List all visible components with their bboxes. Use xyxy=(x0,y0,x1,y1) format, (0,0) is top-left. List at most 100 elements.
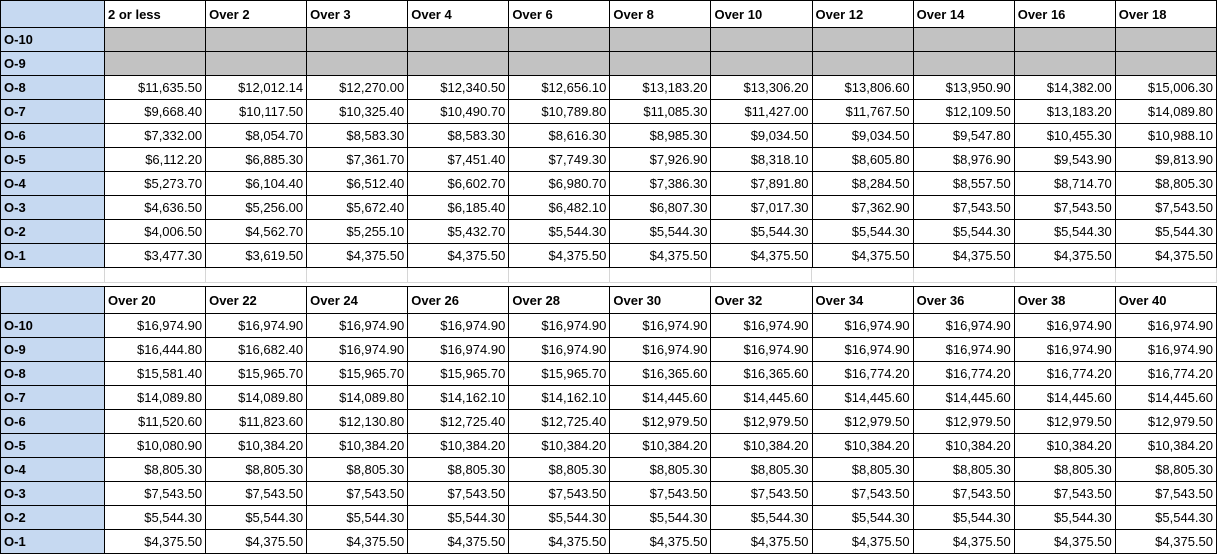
pay-cell[interactable]: $10,988.10 xyxy=(1114,123,1217,148)
spacer-cell[interactable] xyxy=(609,268,712,283)
pay-cell[interactable]: $8,805.30 xyxy=(710,457,813,482)
row-label-o-2[interactable]: O-2 xyxy=(0,219,105,244)
pay-cell[interactable]: $15,581.40 xyxy=(103,361,207,386)
pay-cell[interactable]: $6,885.30 xyxy=(205,147,308,172)
pay-cell[interactable]: $10,384.20 xyxy=(508,433,611,458)
pay-cell[interactable]: $7,543.50 xyxy=(103,481,207,506)
pay-cell[interactable]: $7,543.50 xyxy=(1114,481,1217,506)
pay-cell[interactable]: $7,362.90 xyxy=(811,195,914,220)
pay-cell[interactable]: $16,974.90 xyxy=(1114,313,1217,338)
pay-cell[interactable]: $7,543.50 xyxy=(1114,195,1217,220)
pay-cell[interactable]: $8,805.30 xyxy=(103,457,207,482)
pay-cell[interactable]: $4,375.50 xyxy=(508,529,611,554)
pay-cell[interactable]: $14,445.60 xyxy=(609,385,712,410)
pay-cell[interactable]: $4,375.50 xyxy=(1114,529,1217,554)
column-header[interactable]: Over 3 xyxy=(306,0,409,28)
pay-cell[interactable]: $8,583.30 xyxy=(306,123,409,148)
pay-cell[interactable]: $10,384.20 xyxy=(205,433,308,458)
pay-cell[interactable]: $14,445.60 xyxy=(1114,385,1217,410)
pay-cell[interactable]: $5,544.30 xyxy=(710,505,813,530)
pay-cell[interactable]: $6,602.70 xyxy=(407,171,510,196)
pay-cell[interactable]: $10,384.20 xyxy=(306,433,409,458)
pay-cell[interactable]: $4,375.50 xyxy=(306,529,409,554)
spacer-cell[interactable] xyxy=(1115,268,1217,283)
column-header[interactable]: 2 or less xyxy=(103,0,207,28)
empty-cell[interactable] xyxy=(811,51,914,76)
pay-cell[interactable]: $16,974.90 xyxy=(1114,337,1217,362)
pay-cell[interactable]: $16,974.90 xyxy=(508,337,611,362)
column-header[interactable]: Over 24 xyxy=(306,286,409,314)
column-header[interactable]: Over 30 xyxy=(609,286,712,314)
pay-cell[interactable]: $16,974.90 xyxy=(306,313,409,338)
pay-cell[interactable]: $8,805.30 xyxy=(1114,171,1217,196)
column-header[interactable]: Over 2 xyxy=(205,0,308,28)
column-header[interactable]: Over 40 xyxy=(1114,286,1217,314)
pay-cell[interactable]: $13,183.20 xyxy=(1013,99,1116,124)
column-header[interactable]: Over 4 xyxy=(407,0,510,28)
pay-cell[interactable]: $5,544.30 xyxy=(912,219,1015,244)
pay-cell[interactable]: $4,375.50 xyxy=(609,529,712,554)
column-header[interactable]: Over 34 xyxy=(811,286,914,314)
pay-cell[interactable]: $10,490.70 xyxy=(407,99,510,124)
pay-cell[interactable]: $14,089.80 xyxy=(103,385,207,410)
pay-cell[interactable]: $5,544.30 xyxy=(912,505,1015,530)
pay-cell[interactable]: $8,714.70 xyxy=(1013,171,1116,196)
empty-cell[interactable] xyxy=(306,51,409,76)
row-label-o-4[interactable]: O-4 xyxy=(0,171,105,196)
row-label-o-2[interactable]: O-2 xyxy=(0,505,105,530)
pay-cell[interactable]: $14,382.00 xyxy=(1013,75,1116,100)
pay-cell[interactable]: $7,543.50 xyxy=(912,481,1015,506)
pay-cell[interactable]: $6,807.30 xyxy=(609,195,712,220)
pay-cell[interactable]: $6,112.20 xyxy=(103,147,207,172)
pay-cell[interactable]: $14,445.60 xyxy=(811,385,914,410)
column-header[interactable]: Over 32 xyxy=(710,286,813,314)
pay-cell[interactable]: $12,109.50 xyxy=(912,99,1015,124)
pay-cell[interactable]: $7,891.80 xyxy=(710,171,813,196)
pay-cell[interactable]: $16,974.90 xyxy=(811,313,914,338)
pay-cell[interactable]: $15,006.30 xyxy=(1114,75,1217,100)
pay-cell[interactable]: $7,543.50 xyxy=(912,195,1015,220)
row-label-o-5[interactable]: O-5 xyxy=(0,433,105,458)
pay-cell[interactable]: $10,325.40 xyxy=(306,99,409,124)
row-label-o-6[interactable]: O-6 xyxy=(0,123,105,148)
row-label-o-8[interactable]: O-8 xyxy=(0,75,105,100)
pay-cell[interactable]: $12,012.14 xyxy=(205,75,308,100)
pay-cell[interactable]: $8,805.30 xyxy=(1114,457,1217,482)
empty-cell[interactable] xyxy=(205,27,308,52)
pay-cell[interactable]: $8,616.30 xyxy=(508,123,611,148)
pay-cell[interactable]: $7,926.90 xyxy=(609,147,712,172)
pay-cell[interactable]: $13,183.20 xyxy=(609,75,712,100)
pay-cell[interactable]: $8,985.30 xyxy=(609,123,712,148)
pay-cell[interactable]: $5,544.30 xyxy=(811,505,914,530)
pay-cell[interactable]: $16,365.60 xyxy=(710,361,813,386)
pay-cell[interactable]: $16,774.20 xyxy=(1114,361,1217,386)
column-header[interactable]: Over 14 xyxy=(912,0,1015,28)
pay-cell[interactable]: $14,445.60 xyxy=(1013,385,1116,410)
pay-cell[interactable]: $12,979.50 xyxy=(1114,409,1217,434)
column-header[interactable]: Over 22 xyxy=(205,286,308,314)
empty-cell[interactable] xyxy=(1114,27,1217,52)
pay-cell[interactable]: $16,974.90 xyxy=(508,313,611,338)
pay-cell[interactable]: $5,544.30 xyxy=(306,505,409,530)
pay-cell[interactable]: $15,965.70 xyxy=(205,361,308,386)
spacer-cell[interactable] xyxy=(710,268,813,283)
pay-cell[interactable]: $5,544.30 xyxy=(508,219,611,244)
row-label-o-8[interactable]: O-8 xyxy=(0,361,105,386)
pay-cell[interactable]: $10,384.20 xyxy=(1114,433,1217,458)
pay-cell[interactable]: $4,375.50 xyxy=(1013,529,1116,554)
pay-cell[interactable]: $4,375.50 xyxy=(811,529,914,554)
row-label-o-4[interactable]: O-4 xyxy=(0,457,105,482)
row-label-o-5[interactable]: O-5 xyxy=(0,147,105,172)
pay-cell[interactable]: $4,375.50 xyxy=(710,529,813,554)
row-label-o-9[interactable]: O-9 xyxy=(0,51,105,76)
pay-cell[interactable]: $8,284.50 xyxy=(811,171,914,196)
pay-cell[interactable]: $14,162.10 xyxy=(407,385,510,410)
pay-cell[interactable]: $10,384.20 xyxy=(710,433,813,458)
empty-cell[interactable] xyxy=(1013,27,1116,52)
pay-cell[interactable]: $8,805.30 xyxy=(306,457,409,482)
pay-cell[interactable]: $13,306.20 xyxy=(710,75,813,100)
pay-cell[interactable]: $9,543.90 xyxy=(1013,147,1116,172)
pay-cell[interactable]: $4,375.50 xyxy=(407,243,510,268)
pay-cell[interactable]: $8,557.50 xyxy=(912,171,1015,196)
pay-cell[interactable]: $8,605.80 xyxy=(811,147,914,172)
